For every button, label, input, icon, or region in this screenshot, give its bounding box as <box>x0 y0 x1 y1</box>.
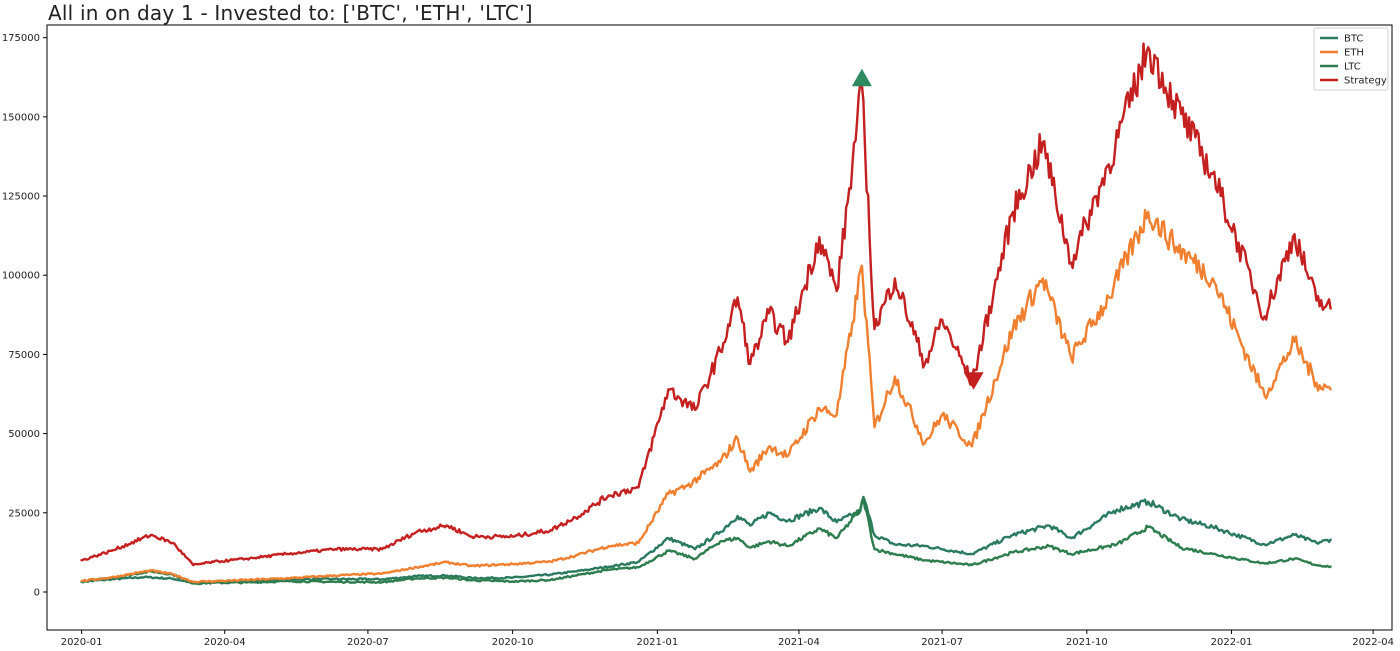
chart-title: All in on day 1 - Invested to: ['BTC', '… <box>48 1 533 25</box>
series-line-btc <box>80 495 1332 584</box>
plot-frame <box>46 24 1393 631</box>
x-tick-label-3: 2020-10 <box>492 637 534 648</box>
series-line-eth <box>80 208 1332 584</box>
x-tick-label-4: 2021-01 <box>636 637 678 648</box>
legend-label-strategy: Strategy <box>1344 76 1387 87</box>
series-line-strategy <box>80 42 1332 567</box>
y-tick-label-4: 100000 <box>2 271 40 282</box>
legend-label-ltc: LTC <box>1344 62 1361 73</box>
y-tick-label-1: 25000 <box>8 508 40 519</box>
buy-marker-0 <box>851 68 872 87</box>
y-tick-label-5: 125000 <box>2 192 40 203</box>
sell-marker-1 <box>963 372 984 390</box>
legend-label-eth: ETH <box>1344 48 1364 59</box>
marker-layer <box>851 68 984 390</box>
y-tick-label-7: 175000 <box>2 33 40 44</box>
y-tick-label-0: 0 <box>34 587 40 598</box>
x-tick-label-6: 2021-07 <box>921 637 963 648</box>
legend: BTC ETH LTC Strategy <box>1313 27 1389 91</box>
x-tick-label-1: 2020-04 <box>204 637 246 648</box>
x-tick-label-7: 2021-10 <box>1066 637 1108 648</box>
x-tick-label-9: 2022-04 <box>1352 637 1394 648</box>
y-tick-label-2: 50000 <box>8 429 40 440</box>
x-tick-label-5: 2021-04 <box>778 637 820 648</box>
series-layer <box>80 42 1332 586</box>
y-tick-label-3: 75000 <box>8 350 40 361</box>
x-tick-label-8: 2022-01 <box>1211 637 1253 648</box>
legend-label-btc: BTC <box>1344 34 1363 45</box>
x-tick-label-2: 2020-07 <box>347 637 389 648</box>
series-line-ltc <box>80 497 1332 586</box>
y-tick-label-6: 150000 <box>2 112 40 123</box>
x-axis: 2020-01 2020-04 2020-07 2020-10 2021-01 2021-… <box>61 630 1394 648</box>
y-axis: 0 25000 50000 75000 100000 125000 150000 175000 <box>2 33 47 598</box>
x-tick-label-0: 2020-01 <box>61 637 103 648</box>
legend-box <box>1313 27 1389 91</box>
